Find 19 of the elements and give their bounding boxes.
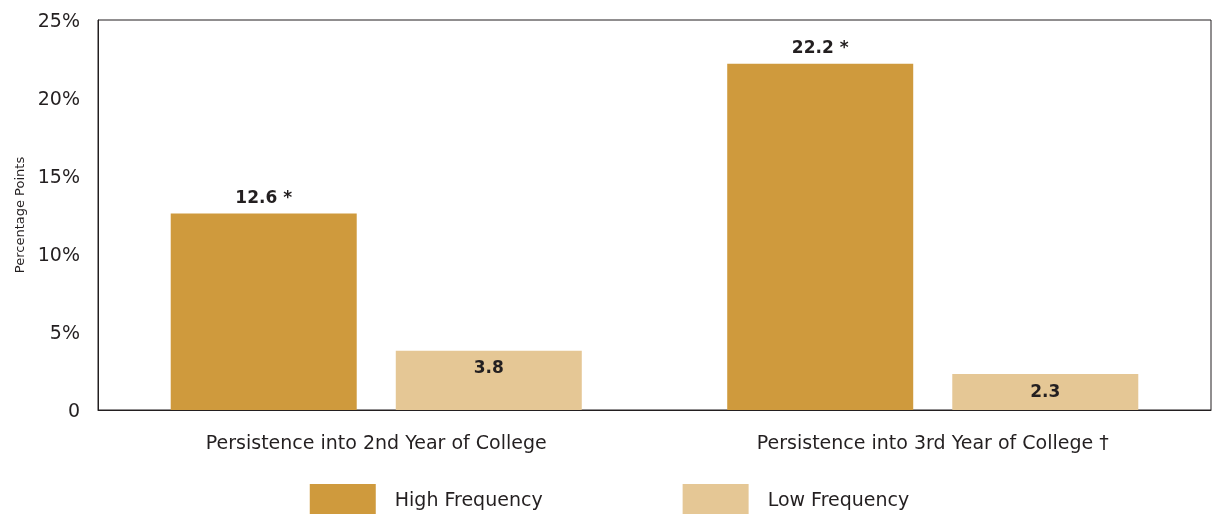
y-axis-title: Percentage Points [12,156,27,274]
data-label: 3.8 [473,357,504,378]
legend-label: High Frequency [394,488,543,510]
y-tick-label: 10% [37,243,80,265]
y-tick-label: 20% [37,87,80,109]
bar [952,374,1139,410]
data-label: 12.6 * [235,186,293,207]
legend-label: Low Frequency [767,488,910,510]
x-tick-label: Persistence into 2nd Year of College [205,430,547,453]
data-label: 22.2 * [791,37,849,58]
bar [395,350,582,410]
y-tick-label: 15% [37,165,80,187]
x-tick-label: Persistence into 3rd Year of College † [756,430,1109,453]
bar [727,63,914,410]
y-tick-label: 5% [49,321,80,343]
bar [170,213,357,410]
y-tick-label: 25% [37,9,80,31]
y-tick-label: 0 [67,399,80,421]
data-label: 2.3 [1030,380,1061,401]
